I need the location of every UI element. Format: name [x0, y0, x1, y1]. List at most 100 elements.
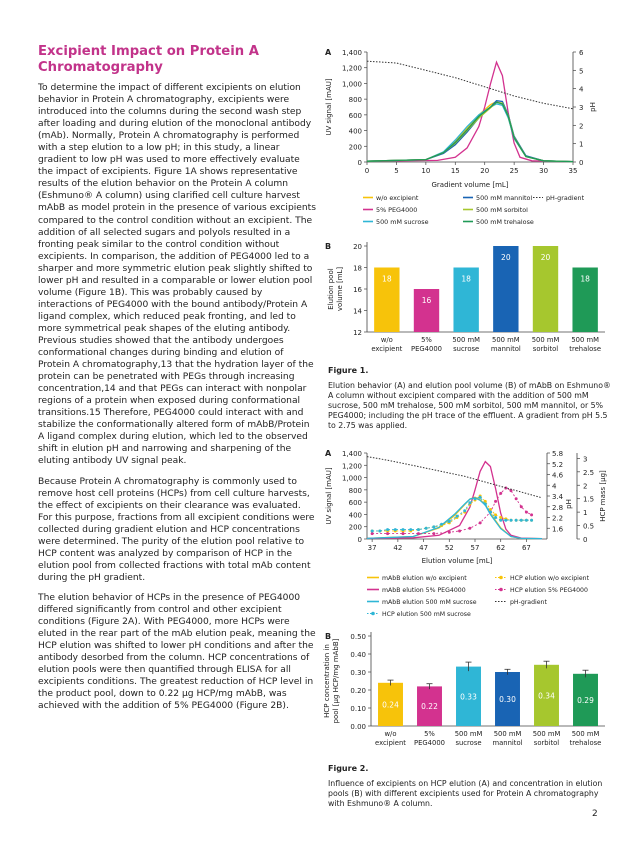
y-tick-label: 1,000	[342, 80, 362, 88]
legend-label: HCP elution w/o excipient	[510, 575, 590, 582]
hcp-point	[416, 532, 420, 536]
ph-tick-label: 3.4	[552, 493, 564, 501]
bar-value-label: 18	[461, 275, 471, 284]
paragraph-3: The elution behavior of HCPs in the pres…	[38, 592, 316, 712]
y2-tick-label: 3	[579, 104, 583, 112]
legend-label: 500 mM sorbitol	[476, 206, 528, 214]
category-label-line2: sucrose	[453, 345, 479, 353]
y-tick-label: 200	[349, 524, 362, 532]
y-tick-label: 20	[353, 243, 362, 251]
hcp-point	[494, 513, 498, 517]
y-tick-label: 1,200	[342, 65, 362, 73]
hcp-point	[499, 491, 503, 495]
figure1-panelA: A 0 200 400 600 800 1,000 1,200 1,400 0 1 2 3 4 5 6 0 5 10…	[325, 40, 620, 240]
y-tick-label: 400	[349, 128, 362, 136]
hcp-point	[483, 499, 487, 503]
figure2-caption-text: Influence of excipients on HCP elution (…	[328, 779, 603, 808]
hcp-point	[504, 518, 508, 522]
y-tick-label: 12	[353, 329, 362, 337]
hcp-point	[499, 516, 503, 519]
category-label-line1: 500 mM	[455, 730, 483, 738]
y-tick-label: 800	[349, 487, 362, 495]
hcp-point	[483, 502, 487, 506]
figure2-panelA: A 0 200 400 600 800 1,000 1,200 1,400 1.6 2.2 2.8 3.…	[325, 443, 620, 623]
hcp-point	[524, 518, 528, 522]
hcp-point	[514, 497, 518, 501]
y-tick-label: 0.00	[350, 723, 366, 731]
hcp-point	[499, 518, 503, 522]
category-label-line2: mannitol	[491, 345, 521, 353]
figure2-panelB-svg: B 0.00 0.10 0.20 0.30 0.40 0.50 0.24 w/oexcipien…	[323, 632, 605, 747]
hcp-point	[473, 497, 477, 501]
hcp-point	[494, 516, 498, 519]
x-tick-label: 0	[365, 167, 369, 175]
y-tick-label: 0.30	[350, 669, 366, 677]
ph-tick-label: 5.8	[552, 450, 563, 458]
legend-label: 5% PEG4000	[376, 206, 417, 214]
hcp-series-line	[372, 495, 532, 532]
legend-marker	[371, 611, 375, 616]
bar-value-label: 0.33	[460, 692, 477, 701]
x-axis-label: Gradient volume [mL]	[431, 181, 508, 189]
legend-label: mAbB elution w/o excipient	[382, 575, 467, 582]
x-tick-label: 25	[510, 167, 519, 175]
hcp-point	[530, 518, 534, 522]
legend-label: mAbB elution 500 mM sucrose	[382, 599, 477, 606]
hcp-point	[494, 499, 498, 503]
category-label-line1: 5%	[421, 336, 432, 344]
hcp-point	[416, 528, 420, 532]
hcp-point	[401, 532, 405, 536]
y-tick-label: 18	[353, 265, 362, 273]
y-axis-label: volume [mL]	[336, 267, 344, 312]
y-tick-label: 1,400	[342, 450, 362, 458]
legend-label: HCP elution 500 mM sucrose	[382, 611, 471, 618]
category-label-line1: 500 mM	[571, 336, 599, 344]
y-tick-label: 14	[353, 308, 362, 316]
panel-letter: A	[325, 48, 332, 57]
hcp-point	[440, 522, 444, 526]
y2-tick-label: 6	[579, 49, 584, 57]
y2-tick-label: 4	[579, 86, 584, 94]
hcp-point	[509, 489, 513, 493]
bar-value-label: 0.30	[499, 695, 516, 704]
figure1-caption-label: Figure 1.	[328, 366, 369, 375]
paragraph-1: To determine the impact of different exc…	[38, 82, 316, 468]
ph-tick-label: 4.6	[552, 472, 564, 480]
hcp-point	[370, 532, 374, 536]
hcp-point	[519, 505, 523, 509]
bar	[413, 289, 440, 332]
series-line	[366, 456, 543, 499]
hcp-series-line	[372, 496, 532, 532]
bar	[493, 246, 519, 332]
category-label-line1: 5%	[424, 730, 435, 738]
y-tick-label: 0	[358, 536, 362, 544]
bar-value-label: 0.24	[382, 700, 399, 709]
figure1-caption-text: Elution behavior (A) and elution pool vo…	[328, 381, 611, 430]
hcp-point	[447, 520, 451, 524]
x-tick-label: 35	[569, 167, 578, 175]
category-label-line2: PEG4000	[414, 739, 445, 747]
hcp-tick-label: 0	[583, 536, 587, 544]
hcp-tick-label: 3	[583, 455, 587, 463]
bar	[453, 267, 479, 332]
hcp-point	[424, 526, 428, 530]
x-tick-label: 30	[539, 167, 548, 175]
bar-value-label: 0.29	[577, 696, 594, 705]
legend-label: pH-gradient	[546, 194, 585, 202]
bar-value-label: 20	[501, 253, 511, 262]
figure1-panelA-svg: A 0 200 400 600 800 1,000 1,200 1,400 0 1 2 3 4 5 6 0 5 10…	[325, 48, 597, 226]
bar	[573, 673, 598, 726]
x-tick-label: 5	[394, 167, 398, 175]
hcp-tick-label: 0.5	[583, 523, 594, 531]
category-label-line2: mannitol	[492, 739, 522, 747]
y-axis-label: HCP concentration in	[323, 644, 331, 718]
hcp-point	[519, 518, 523, 522]
x-tick-label: 20	[480, 167, 489, 175]
y-tick-label: 16	[353, 286, 362, 294]
panel-letter: B	[325, 242, 331, 251]
category-label-line2: excipient	[375, 739, 406, 747]
paragraph-1-text: To determine the impact of different exc…	[38, 83, 317, 467]
figure2-panelA-svg: A 0 200 400 600 800 1,000 1,200 1,400 1.6 2.2 2.8 3.…	[325, 449, 607, 618]
y-tick-label: 0.20	[350, 687, 366, 695]
legend-label: HCP elution 5% PEG4000	[510, 587, 588, 594]
